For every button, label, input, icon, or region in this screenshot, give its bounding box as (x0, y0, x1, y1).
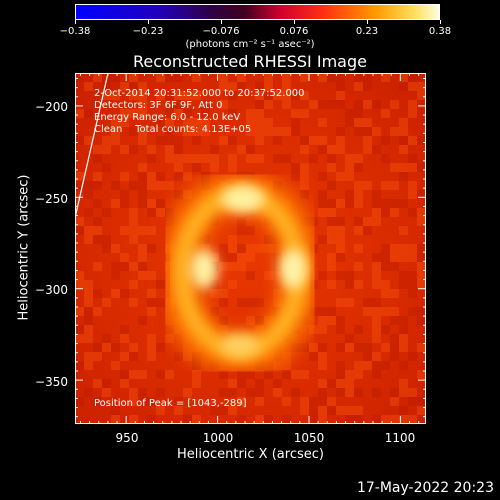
timestamp: 17-May-2022 20:23 (356, 480, 494, 496)
x-tick-label: 950 (115, 431, 139, 445)
rhessi-image (75, 73, 426, 424)
detectors-label: Detectors: 3F 6F 9F, Att 0 (94, 100, 223, 111)
colorbar-tick-label: −0.076 (202, 26, 240, 37)
colorbar-tick-label: −0.38 (59, 26, 91, 37)
x-tick-label: 1100 (384, 431, 416, 445)
colorbar-tick-label: 0.23 (355, 26, 379, 37)
x-axis-label: Heliocentric X (arcsec) (177, 447, 324, 462)
plot-title: Reconstructed RHESSI Image (133, 52, 367, 71)
ring-knots (190, 185, 307, 357)
colorbar-tick-mark (148, 20, 149, 24)
colorbar-tick-mark (367, 20, 368, 24)
colorbar-tick-mark (221, 20, 222, 24)
y-tick-label: −350 (35, 375, 68, 389)
colorbar-tick-label: 0.076 (279, 26, 309, 37)
colorbar-tick-mark (75, 20, 76, 24)
y-tick-label: −300 (35, 283, 68, 297)
x-tick-label: 1050 (293, 431, 325, 445)
energy-range-label: Energy Range: 6.0 - 12.0 keV (94, 112, 241, 123)
colorbar (75, 4, 440, 20)
x-tick-label: 1000 (202, 431, 234, 445)
colorbar-tick-label: 0.38 (428, 26, 452, 37)
clean-counts-label: Clean Total counts: 4.13E+05 (94, 124, 252, 135)
y-tick-label: −200 (35, 100, 68, 114)
time-range-label: 2-Oct-2014 20:31:52.000 to 20:37:52.000 (94, 88, 305, 99)
colorbar-tick-label: −0.23 (132, 26, 164, 37)
y-tick-label: −250 (35, 192, 68, 206)
colorbar-tick-mark (294, 20, 295, 24)
colorbar-tick-mark (440, 20, 441, 24)
colorbar-units: (photons cm⁻² s⁻¹ asec⁻²) (185, 39, 315, 50)
peak-position-label: Position of Peak = [1043,-289] (94, 398, 247, 409)
solar-limb-line (75, 73, 109, 219)
y-axis-label: Heliocentric Y (arcsec) (16, 174, 32, 321)
